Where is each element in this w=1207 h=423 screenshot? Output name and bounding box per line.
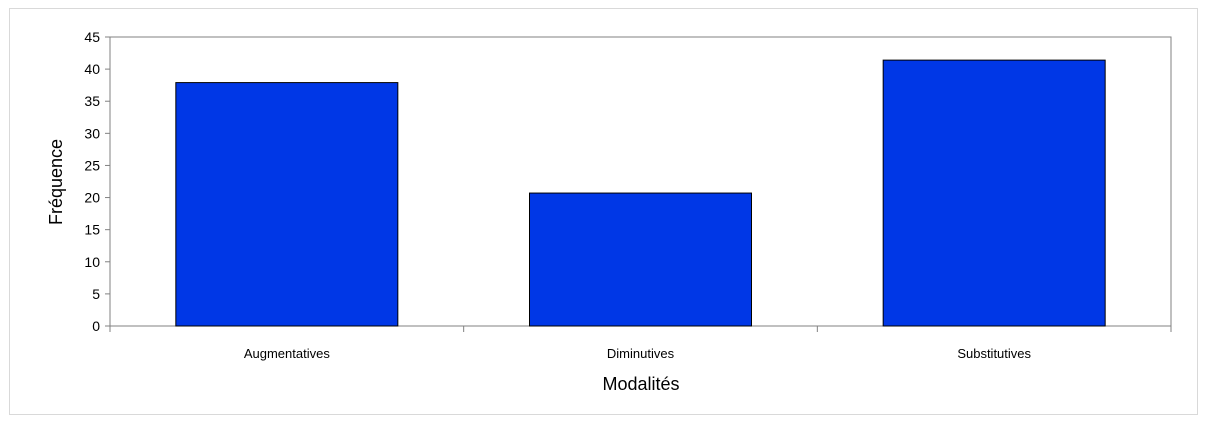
bar-augmentatives: [175, 82, 399, 327]
y-tick-label: 5: [92, 286, 100, 302]
x-category-label: Augmentatives: [244, 346, 330, 361]
x-category-label: Diminutives: [607, 346, 675, 361]
x-axis-labels: Augmentatives Diminutives Substitutives: [244, 346, 1032, 361]
x-axis-ticks: [109, 326, 1172, 332]
y-tick-label: 0: [92, 318, 100, 334]
y-tick-label: 30: [84, 125, 100, 141]
y-axis-title: Fréquence: [46, 139, 66, 225]
x-category-label: Substitutives: [957, 346, 1031, 361]
bar-diminutives: [529, 192, 752, 327]
bars: [175, 59, 1106, 327]
y-tick-label: 25: [84, 157, 100, 173]
y-tick-label: 40: [84, 61, 100, 77]
y-tick-label: 10: [84, 254, 100, 270]
y-tick-label: 20: [84, 190, 100, 206]
y-tick-label: 35: [84, 93, 100, 109]
y-tick-label: 45: [84, 29, 100, 45]
y-axis-ticks: 0 5 10 15 20 25 30 35 40 45: [84, 29, 110, 334]
y-tick-label: 15: [84, 222, 100, 238]
bar-substitutives: [882, 59, 1106, 327]
x-axis-title: Modalités: [602, 374, 679, 394]
